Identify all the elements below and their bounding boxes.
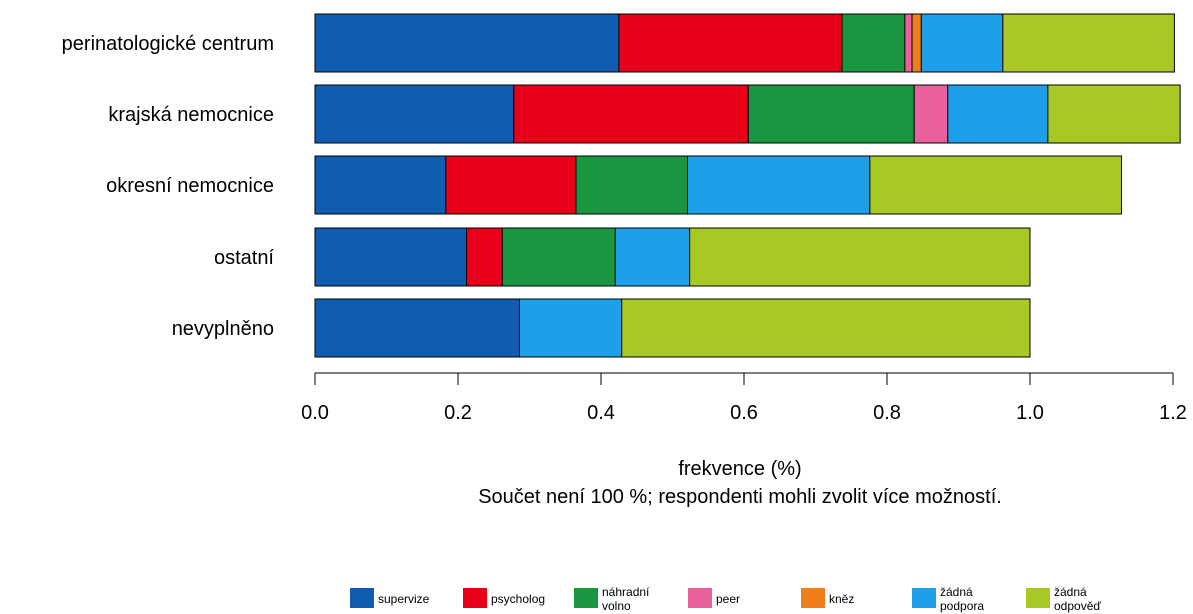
bar-segment	[687, 155, 871, 215]
bar-segment	[947, 84, 1049, 144]
bar-segment	[501, 227, 616, 287]
bar-segment	[904, 13, 913, 73]
legend-label: volno	[602, 599, 631, 613]
bar-segment	[314, 298, 520, 358]
bar-segment	[869, 155, 1123, 215]
bar-segment	[314, 84, 515, 144]
bar-segment	[689, 227, 1031, 287]
category-label: ostatní	[214, 247, 274, 269]
legend-swatch	[912, 588, 936, 608]
bar-segment	[618, 13, 843, 73]
legend-swatch	[1026, 588, 1050, 608]
legend-swatch	[350, 588, 374, 608]
legend-swatch	[463, 588, 487, 608]
category-label: krajská nemocnice	[108, 104, 274, 126]
x-tick-label: 0.8	[873, 402, 901, 424]
category-labels: perinatologické centrum krajská nemocnice…	[62, 33, 275, 340]
legend-label: peer	[716, 592, 740, 606]
legend-label: kněz	[829, 592, 854, 606]
bar-segment	[466, 227, 503, 287]
legend-swatch	[574, 588, 598, 608]
bar-segment	[518, 298, 623, 358]
bar-segment	[445, 155, 577, 215]
bar-segment	[621, 298, 1031, 358]
x-tick-label: 1.2	[1159, 402, 1187, 424]
bar-segment	[314, 155, 447, 215]
category-label: okresní nemocnice	[106, 175, 274, 197]
x-axis-title: frekvence (%)	[678, 458, 801, 480]
bar-segment	[841, 13, 906, 73]
x-tick-label: 0.6	[730, 402, 758, 424]
legend-label: odpověď	[1054, 599, 1101, 613]
x-tick-label: 0.2	[444, 402, 472, 424]
bar-segment	[1047, 84, 1181, 144]
category-label: nevyplněno	[172, 318, 274, 340]
x-tick-label: 1.0	[1016, 402, 1044, 424]
legend-label: náhradní	[602, 585, 650, 599]
x-tick-label: 0.0	[301, 402, 329, 424]
legend-label: psycholog	[491, 592, 545, 606]
legend-label: podpora	[940, 599, 984, 613]
bar-segment	[920, 13, 1004, 73]
bars-group	[314, 13, 1181, 358]
legend-label: žádná	[1054, 585, 1087, 599]
bar-segment	[513, 84, 749, 144]
chart-note: Součet není 100 %; respondenti mohli zvo…	[478, 486, 1002, 508]
legend-label: žádná	[940, 585, 973, 599]
bar-segment	[1002, 13, 1175, 73]
bar-segment	[314, 13, 620, 73]
legend-swatch	[688, 588, 712, 608]
x-axis: 0.0 0.2 0.4 0.6 0.8 1.0 1.2	[301, 372, 1187, 424]
bar-segment	[314, 227, 468, 287]
bar-segment	[575, 155, 689, 215]
legend-swatch	[801, 588, 825, 608]
bar-segment	[614, 227, 691, 287]
bar-segment	[911, 13, 922, 73]
x-tick-label: 0.4	[587, 402, 615, 424]
bar-segment	[747, 84, 915, 144]
legend-label: supervize	[378, 592, 430, 606]
bar-segment	[913, 84, 949, 144]
category-label: perinatologické centrum	[62, 33, 274, 55]
